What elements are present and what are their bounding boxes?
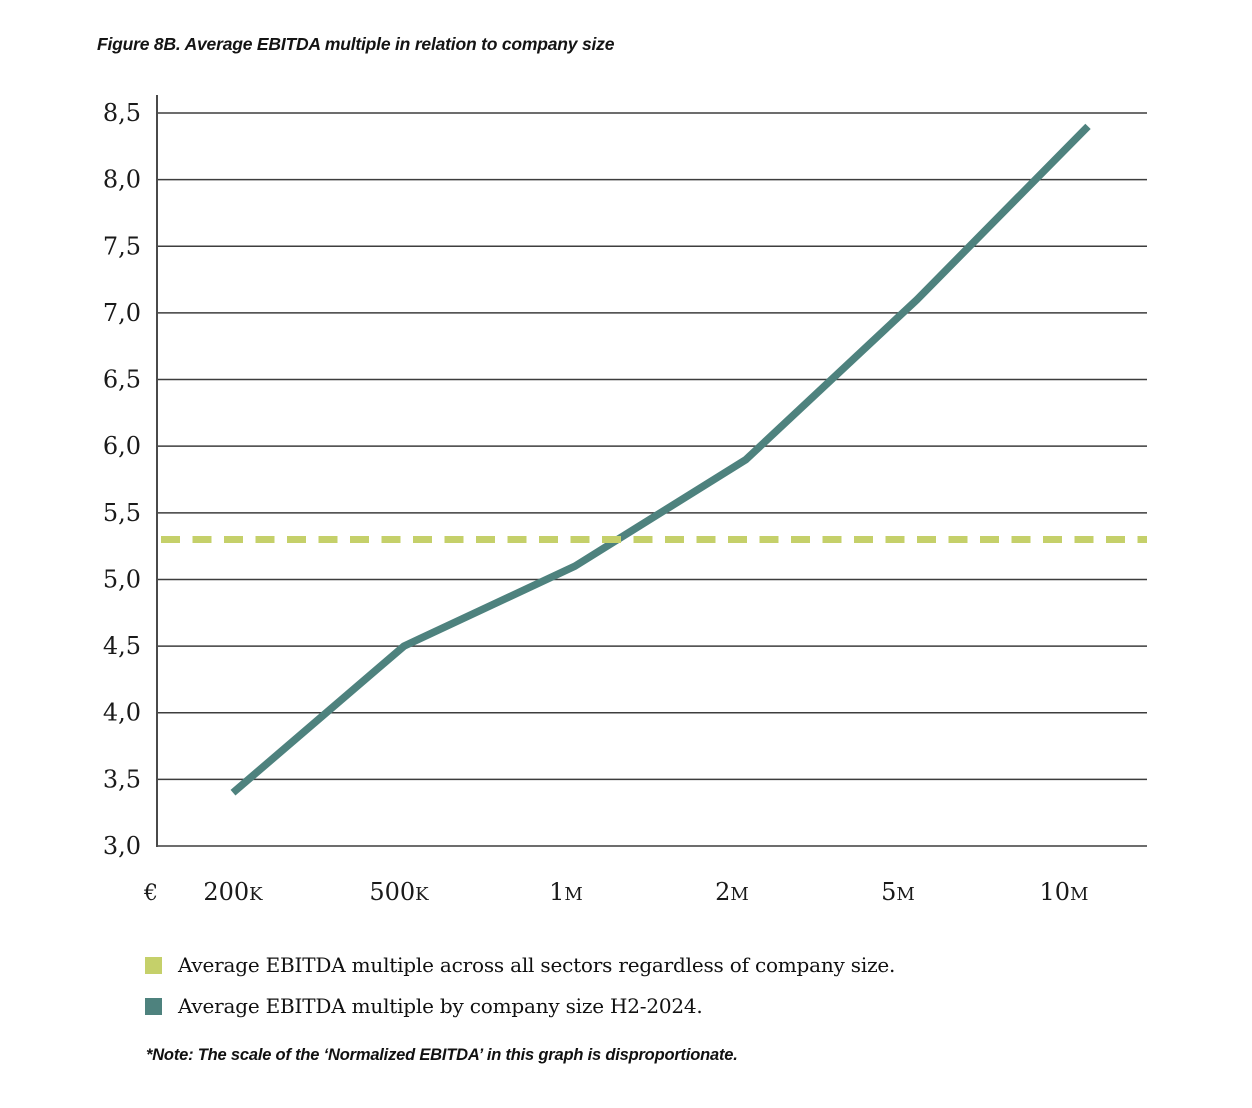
y-tick-label: 5,0: [103, 565, 141, 593]
y-tick-label: 4,0: [103, 699, 141, 727]
x-tick-label: 200K: [203, 878, 263, 906]
legend-label-by-company-size: Average EBITDA multiple by company size …: [178, 994, 703, 1018]
ebitda-multiple-line: [230, 123, 1091, 796]
legend-item-by-company-size: Average EBITDA multiple by company size …: [145, 994, 895, 1018]
x-tick-label: 500K: [369, 878, 429, 906]
figure-title: Figure 8B. Average EBITDA multiple in re…: [97, 34, 615, 54]
y-tick-label: 8,0: [103, 166, 141, 194]
y-tick-label: 6,0: [103, 432, 141, 460]
legend-label-average-all-sectors: Average EBITDA multiple across all secto…: [178, 953, 896, 977]
y-tick-label: 7,5: [103, 232, 141, 260]
ebitda-multiple-chart: 8,5 8,0 7,5 7,0 6,5 6,0 5,5 5,0 4,5 4,0 3,5 3,0€ 200…: [103, 95, 1147, 906]
y-tick-label: 3,0: [103, 832, 141, 860]
chart-note: *Note: The scale of the ‘Normalized EBIT…: [146, 1046, 738, 1064]
y-tick-label: 5,5: [103, 499, 141, 527]
legend-swatch-by-company-size-icon: [145, 997, 162, 1015]
x-axis-currency-label: €: [143, 881, 158, 906]
y-tick-label: 8,5: [103, 99, 141, 127]
x-tick-label: 1M: [549, 878, 583, 906]
legend-swatch-average-all-sectors-icon: [145, 956, 162, 974]
x-tick-label: 10M: [1040, 878, 1089, 906]
y-tick-label: 7,0: [103, 299, 141, 327]
x-tick-label: 5M: [881, 878, 915, 906]
legend-item-average-all-sectors: Average EBITDA multiple across all secto…: [145, 953, 895, 977]
y-tick-label: 6,5: [103, 366, 141, 394]
y-tick-label: 3,5: [103, 765, 141, 793]
chart-legend: Average EBITDA multiple across all secto…: [145, 953, 895, 1018]
x-tick-label: 2M: [715, 878, 749, 906]
y-tick-label: 4,5: [103, 632, 141, 660]
